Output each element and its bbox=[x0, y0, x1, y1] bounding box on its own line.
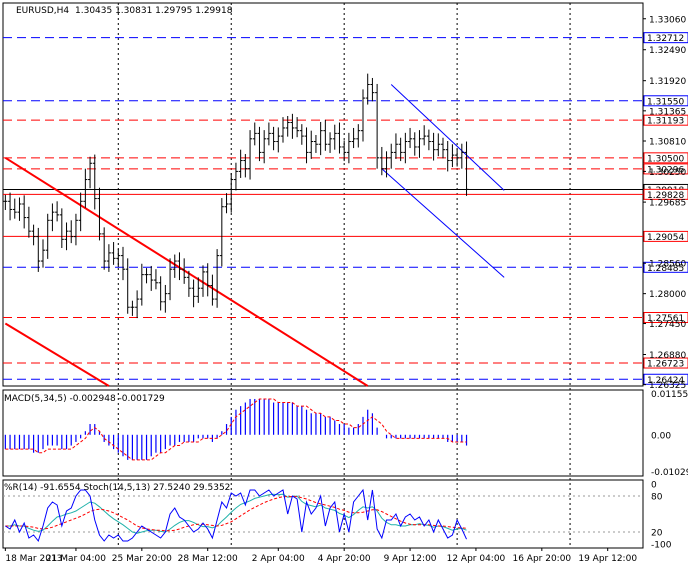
level-tag-6 bbox=[643, 188, 688, 200]
level-label-8: 1.28485 bbox=[647, 264, 684, 274]
price-tick-4: 1.30810 bbox=[649, 137, 686, 147]
time-label-6: 9 Apr 12:00 bbox=[384, 554, 437, 564]
osc-right-tick-0: 80 bbox=[651, 493, 663, 503]
level-tag-9 bbox=[643, 311, 688, 323]
level-label-7: 1.29054 bbox=[647, 233, 684, 243]
macd-tick-1: 0.00 bbox=[651, 431, 671, 441]
level-tag-4 bbox=[643, 163, 688, 175]
time-label-1: 21 Mar 04:00 bbox=[46, 554, 106, 564]
stoch-main-line bbox=[5, 493, 467, 534]
level-tag-10 bbox=[643, 357, 688, 369]
level-label-10: 1.26723 bbox=[647, 360, 684, 370]
price-tick-9: 1.27450 bbox=[649, 320, 686, 330]
level-label-6: 1.29828 bbox=[647, 191, 684, 201]
stoch-signal-line bbox=[5, 496, 467, 532]
level-label-9: 1.27561 bbox=[647, 314, 684, 324]
trendline-0 bbox=[4, 156, 369, 387]
symbol-title: EURUSD,H4 bbox=[16, 6, 69, 16]
level-label-4: 1.30296 bbox=[647, 165, 684, 175]
level-tag-11 bbox=[643, 373, 688, 385]
macd-label: MACD(5,34,5) -0.002948 -0.001729 bbox=[4, 394, 165, 404]
time-label-9: 19 Apr 12:00 bbox=[578, 554, 637, 564]
trendline-1 bbox=[4, 322, 110, 387]
price-tick-0: 1.33060 bbox=[649, 15, 686, 25]
level-label-3: 1.30500 bbox=[647, 154, 684, 164]
price-tick-6: 1.29685 bbox=[649, 199, 686, 209]
macd-tick-0: 0.011554 bbox=[651, 390, 688, 400]
time-label-0: 18 Mar 2013 bbox=[5, 554, 62, 564]
osc-label: %R(14) -91.6554 Stoch(14,5,13) 27.5240 2… bbox=[4, 483, 230, 493]
level-tag-7 bbox=[643, 230, 688, 242]
level-tag-3 bbox=[643, 152, 688, 164]
trendline-2 bbox=[390, 84, 505, 191]
macd-tick-2: -0.010298 bbox=[651, 468, 688, 478]
wpr-line bbox=[5, 488, 467, 543]
price-tick-11: 1.26325 bbox=[649, 381, 686, 391]
trendline-3 bbox=[381, 168, 505, 278]
level-label-1: 1.31550 bbox=[647, 97, 684, 107]
osc-left-tick-1: -100 bbox=[651, 541, 672, 551]
price-tick-2: 1.31920 bbox=[649, 77, 686, 87]
osc-right-tick-1: 20 bbox=[651, 529, 663, 539]
price-tick-10: 1.26880 bbox=[649, 351, 686, 361]
time-label-2: 25 Mar 20:00 bbox=[112, 554, 172, 564]
panel-frame-1 bbox=[2, 389, 644, 477]
level-label-2: 1.31193 bbox=[647, 117, 684, 127]
ohlc-readout: 1.30435 1.30831 1.29795 1.29918 bbox=[75, 6, 233, 16]
time-label-8: 16 Apr 20:00 bbox=[512, 554, 571, 564]
level-tag-0 bbox=[643, 32, 688, 44]
level-tag-2 bbox=[643, 114, 688, 126]
price-tick-8: 1.28000 bbox=[649, 290, 686, 300]
level-label-11: 1.26424 bbox=[647, 376, 684, 386]
time-label-7: 12 Apr 04:00 bbox=[447, 554, 506, 564]
price-tick-3: 1.31365 bbox=[649, 107, 686, 117]
time-label-3: 28 Mar 12:00 bbox=[178, 554, 238, 564]
price-tick-1: 1.32490 bbox=[649, 46, 686, 56]
level-label-0: 1.32712 bbox=[647, 34, 684, 44]
time-label-4: 2 Apr 04:00 bbox=[252, 554, 305, 564]
price-tick-7: 1.28560 bbox=[649, 260, 686, 270]
price-tick-5: 1.30250 bbox=[649, 168, 686, 178]
macd-signal-line bbox=[5, 398, 467, 461]
time-label-5: 4 Apr 20:00 bbox=[318, 554, 371, 564]
osc-left-tick-0: 0 bbox=[651, 481, 657, 491]
level-tag-1 bbox=[643, 95, 688, 107]
level-tag-8 bbox=[643, 261, 688, 273]
